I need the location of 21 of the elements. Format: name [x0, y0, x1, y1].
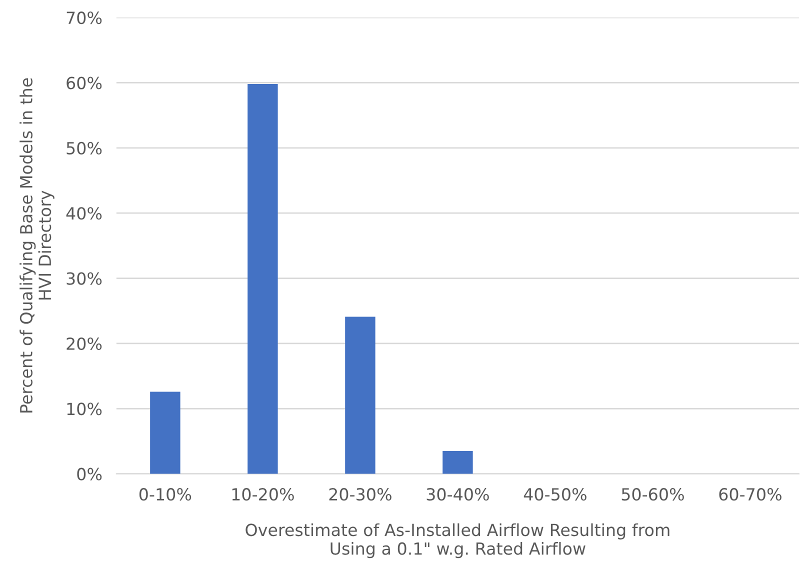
x-tick-label: 40-50% [524, 488, 586, 501]
x-tick-label: 30-40% [426, 488, 489, 501]
y-tick-label: 0% [77, 468, 102, 480]
x-axis-title: Overestimate of As-Installed Airflow Resulting from Using a 0.1" w.g. Rated Airflow [246, 523, 670, 558]
y-tick-label: 40% [66, 207, 102, 220]
y-tick-label: 50% [66, 142, 102, 154]
y-axis-title: Percent of Qualifying Base Models in the HVI Directory [20, 78, 54, 412]
x-tick-label: 10-20% [232, 488, 294, 501]
y-tick-label: 10% [67, 402, 102, 416]
x-tick-label: 50-60% [622, 488, 684, 501]
x-tick-label: 0-10% [139, 488, 192, 501]
bar [248, 84, 278, 474]
y-tick-label: 70% [66, 12, 102, 24]
bar [345, 316, 376, 474]
y-tick-label: 30% [66, 272, 102, 285]
bar [442, 451, 473, 474]
bar [150, 392, 180, 474]
y-tick-label: 60% [66, 76, 102, 90]
x-tick-label: 20-30% [329, 488, 392, 501]
x-tick-label: 60-70% [719, 488, 782, 501]
y-tick-label: 20% [66, 337, 102, 350]
